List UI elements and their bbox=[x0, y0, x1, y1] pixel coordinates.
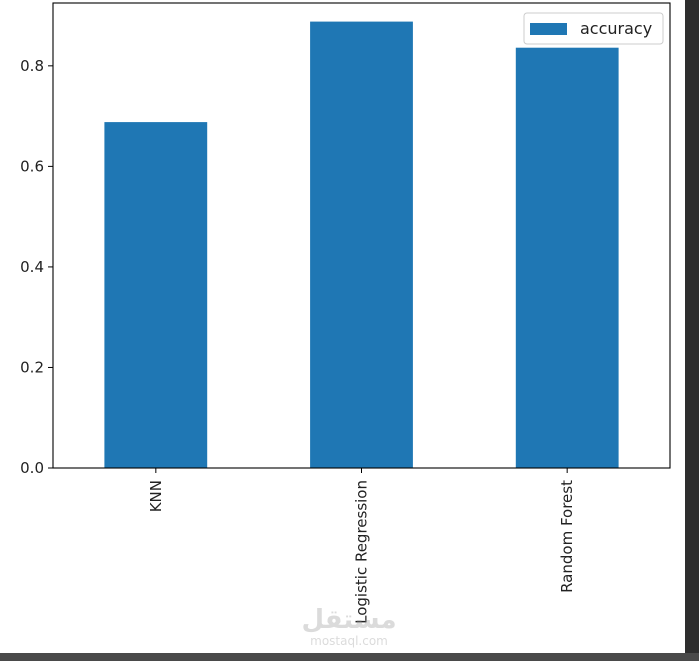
y-axis: 0.0 0.2 0.4 0.6 0.8 bbox=[20, 57, 53, 477]
y-tick-label: 0.2 bbox=[20, 358, 44, 376]
bar-random-forest bbox=[515, 47, 619, 468]
y-tick-label: 0.8 bbox=[20, 57, 44, 75]
chart-figure: 0.0 0.2 0.4 0.6 0.8 KNN Logistic Regression Ra… bbox=[0, 0, 685, 653]
legend-swatch bbox=[530, 23, 567, 35]
window-frame-bottom bbox=[0, 653, 699, 661]
watermark-latin: mostaql.com bbox=[310, 634, 388, 648]
bar-knn bbox=[104, 122, 208, 468]
x-tick-label: Logistic Regression bbox=[353, 480, 371, 624]
legend-label-accuracy: accuracy bbox=[580, 19, 652, 38]
mostaql-watermark: مستقل mostaql.com bbox=[301, 605, 396, 648]
x-axis: KNN Logistic Regression Random Forest bbox=[147, 468, 576, 624]
y-tick-label: 0.0 bbox=[20, 459, 44, 477]
watermark-arabic: مستقل bbox=[301, 605, 396, 635]
window-frame-right bbox=[685, 0, 699, 661]
y-tick-label: 0.4 bbox=[20, 258, 44, 276]
legend: accuracy bbox=[523, 12, 664, 45]
y-tick-label: 0.6 bbox=[20, 157, 44, 175]
x-tick-label: Random Forest bbox=[558, 480, 576, 593]
x-tick-label: KNN bbox=[147, 480, 165, 512]
bar-chart: 0.0 0.2 0.4 0.6 0.8 KNN Logistic Regression Ra… bbox=[20, 2, 671, 648]
bar-logistic-regression bbox=[310, 21, 413, 468]
legend-box bbox=[523, 12, 664, 45]
bars-layer bbox=[104, 21, 619, 468]
